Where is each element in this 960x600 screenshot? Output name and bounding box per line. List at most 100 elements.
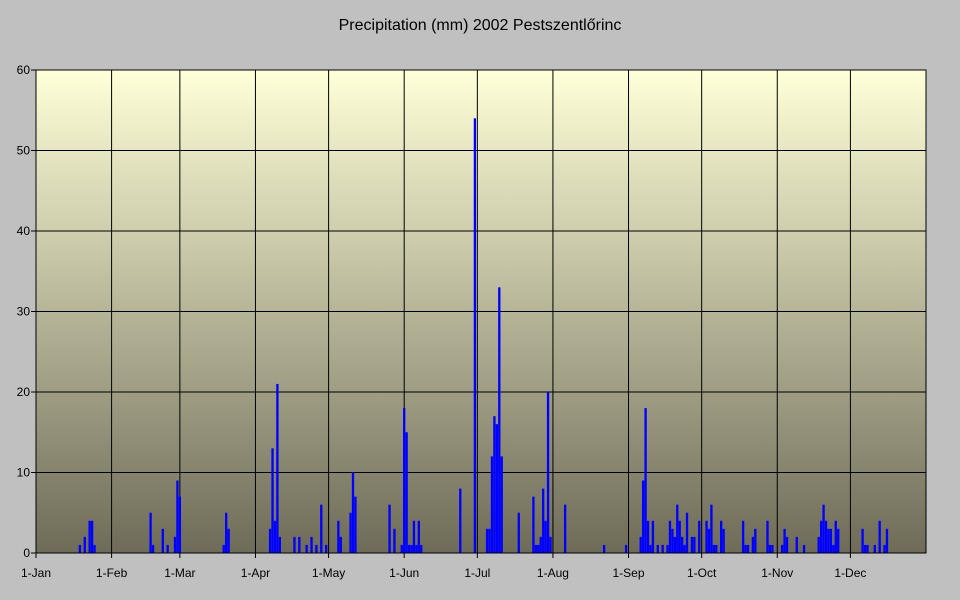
precipitation-bar bbox=[310, 536, 313, 553]
x-tick-label: 1-Mar bbox=[164, 566, 195, 580]
precipitation-bar bbox=[151, 544, 155, 553]
precipitation-bar bbox=[225, 512, 228, 553]
y-tick-label: 10 bbox=[17, 466, 31, 480]
precipitation-bar bbox=[173, 536, 177, 553]
precipitation-bar bbox=[883, 544, 886, 553]
precipitation-bar bbox=[707, 528, 711, 553]
precipitation-bar bbox=[534, 544, 538, 553]
precipitation-bar bbox=[829, 528, 833, 553]
precipitation-bar bbox=[861, 528, 864, 553]
precipitation-bar bbox=[712, 544, 716, 553]
precipitation-bar bbox=[668, 520, 672, 553]
precipitation-bar bbox=[90, 520, 94, 553]
precipitation-bar bbox=[866, 544, 869, 553]
precipitation-bar bbox=[651, 520, 655, 553]
y-tick-label: 0 bbox=[23, 546, 30, 560]
y-tick-label: 40 bbox=[17, 224, 31, 238]
precipitation-bar bbox=[532, 496, 535, 553]
precipitation-bar bbox=[822, 504, 825, 553]
precipitation-bar bbox=[746, 544, 750, 553]
precipitation-bar bbox=[542, 488, 545, 553]
precipitation-bar bbox=[785, 536, 789, 553]
precipitation-bar bbox=[417, 520, 420, 553]
precipitation-bar bbox=[546, 392, 550, 553]
precipitation-bar bbox=[273, 520, 277, 553]
precipitation-bar bbox=[271, 448, 274, 553]
x-tick-label: 1-Jan bbox=[21, 566, 51, 580]
precipitation-bar bbox=[771, 544, 774, 553]
precipitation-bar bbox=[678, 520, 681, 553]
x-tick-label: 1-Apr bbox=[241, 566, 270, 580]
precipitation-bar bbox=[227, 528, 230, 553]
precipitation-bar bbox=[410, 544, 413, 553]
x-tick-label: 1-Jul bbox=[464, 566, 490, 580]
precipitation-bar bbox=[393, 528, 396, 553]
precipitation-bar bbox=[656, 544, 659, 553]
precipitation-bar bbox=[161, 528, 164, 553]
precipitation-bar bbox=[824, 520, 828, 553]
precipitation-bar bbox=[817, 536, 820, 553]
precipitation-bar bbox=[178, 496, 182, 553]
precipitation-bar bbox=[485, 528, 489, 553]
precipitation-bar bbox=[715, 544, 718, 553]
precipitation-bar bbox=[549, 536, 552, 553]
precipitation-bar bbox=[403, 408, 406, 553]
precipitation-bar bbox=[544, 520, 547, 553]
precipitation-bar bbox=[495, 424, 499, 553]
precipitation-bar bbox=[388, 504, 391, 553]
precipitation-bar bbox=[705, 520, 708, 553]
precipitation-bar bbox=[827, 528, 830, 553]
precipitation-bar bbox=[744, 544, 747, 553]
precipitation-bar bbox=[795, 536, 798, 553]
precipitation-bar bbox=[602, 544, 606, 553]
precipitation-bar bbox=[539, 536, 542, 553]
precipitation-bar bbox=[268, 528, 272, 553]
precipitation-bar bbox=[415, 544, 418, 553]
x-tick-label: 1-Oct bbox=[687, 566, 717, 580]
precipitation-bar bbox=[754, 528, 757, 553]
precipitation-bar bbox=[298, 536, 301, 553]
precipitation-bar bbox=[685, 512, 689, 553]
precipitation-bar bbox=[337, 520, 340, 553]
chart-title: Precipitation (mm) 2002 Pestszentlőrinc bbox=[339, 17, 622, 34]
precipitation-bar bbox=[698, 520, 701, 553]
precipitation-bar bbox=[490, 456, 494, 553]
precipitation-bar bbox=[83, 536, 86, 553]
precipitation-bar bbox=[693, 536, 696, 553]
precipitation-bar bbox=[722, 528, 725, 553]
precipitation-bar bbox=[93, 544, 96, 553]
precipitation-bar bbox=[780, 544, 784, 553]
precipitation-bar bbox=[624, 544, 628, 553]
precipitation-bar bbox=[683, 544, 686, 553]
precipitation-bar bbox=[802, 544, 806, 553]
precipitation-bar bbox=[315, 544, 318, 553]
precipitation-bar bbox=[354, 496, 357, 553]
precipitation-bar bbox=[783, 528, 786, 553]
precipitation-bar bbox=[834, 520, 837, 553]
precipitation-bar bbox=[339, 536, 342, 553]
precipitation-bar bbox=[878, 520, 881, 553]
precipitation-bar bbox=[837, 528, 840, 553]
precipitation-bar bbox=[176, 480, 179, 553]
precipitation-bar bbox=[690, 536, 694, 553]
precipitation-bar bbox=[832, 544, 835, 553]
precipitation-bar bbox=[488, 528, 491, 553]
bar-series bbox=[78, 118, 889, 554]
precipitation-bar bbox=[420, 544, 423, 553]
y-tick-label: 20 bbox=[17, 385, 31, 399]
precipitation-bar bbox=[644, 408, 647, 553]
precipitation-bar bbox=[459, 488, 462, 553]
precipitation-bar bbox=[293, 536, 296, 553]
precipitation-bar bbox=[766, 520, 769, 553]
precipitation-bar bbox=[720, 520, 723, 553]
precipitation-bar bbox=[405, 432, 408, 553]
precipitation-bar bbox=[349, 512, 352, 553]
precipitation-bar bbox=[305, 544, 308, 553]
precipitation-bar bbox=[768, 544, 772, 553]
precipitation-bar bbox=[863, 544, 867, 553]
x-tick-label: 1-Sep bbox=[613, 566, 645, 580]
precipitation-bar bbox=[500, 456, 503, 553]
precipitation-bar bbox=[493, 416, 496, 553]
